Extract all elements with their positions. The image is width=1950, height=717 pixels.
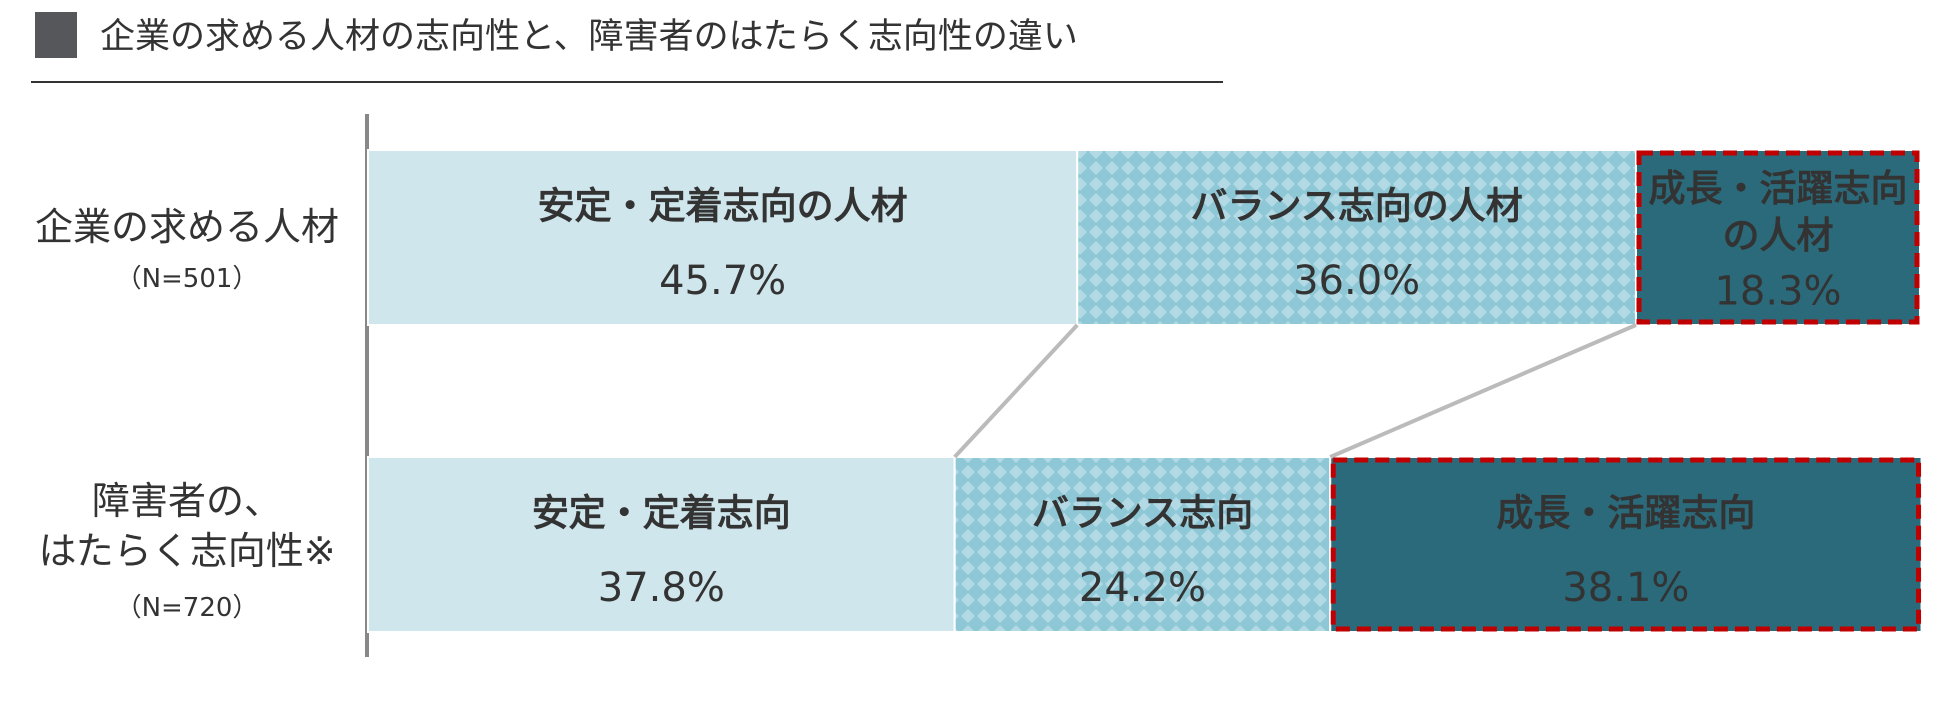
category-note: （N=720） [116,593,259,623]
category-label: 障害者の、 [92,479,282,523]
category-label: はたらく志向性※ [38,529,335,573]
bar-segment [1329,456,1923,633]
category-note: （N=501） [116,264,259,294]
value-label: 38.1% [1562,565,1689,611]
value-label: 36.0% [1293,258,1420,304]
highlight-border [1636,150,1920,325]
segment-label: バランス志向の人材 [1190,184,1522,227]
category-label: 企業の求める人材 [35,205,339,249]
connector-line [1329,323,1637,459]
segment-label: 成長・活躍志向 [1496,491,1755,534]
value-label: 45.7% [659,258,786,304]
bar-segment [367,456,956,633]
connector-line [953,323,1079,459]
segment-label: 成長・活躍志向 [1648,167,1907,210]
segment-label: バランス志向 [1032,491,1253,534]
segment-label: 安定・定着志向 [532,491,791,534]
segment-label: の人材 [1722,214,1833,257]
bar-segment [1634,149,1921,326]
value-label: 24.2% [1079,565,1206,611]
value-label: 18.3% [1714,269,1841,315]
bar-segment [367,149,1079,326]
chart-title: 企業の求める人材の志向性と、障害者のはたらく志向性の違い [100,17,1078,57]
title-marker [35,12,77,58]
bar-segment [1076,149,1637,326]
value-label: 37.8% [598,565,725,611]
segment-label: 安定・定着志向の人材 [538,184,908,227]
